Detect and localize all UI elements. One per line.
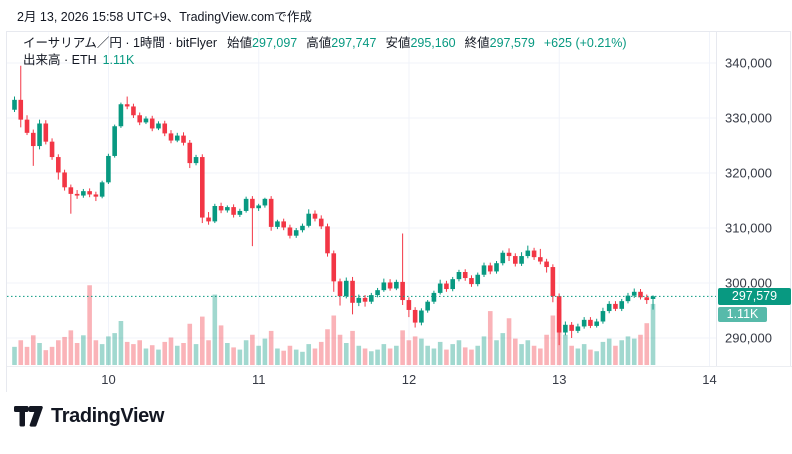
- price-tick-label: 310,000: [725, 220, 772, 236]
- legend-row-volume: 出来高 · ETH 1.11K: [23, 52, 627, 69]
- price-axis: 340,000 330,000 320,000 310,000 300,000 290,0…: [716, 32, 791, 393]
- price-tick-label: 320,000: [725, 165, 772, 181]
- snapshot-date: 2月 13, 2026 15:58 UTC+9、TradingView.comで…: [17, 10, 312, 24]
- open-value: 297,097: [252, 36, 298, 50]
- tradingview-logo[interactable]: TradingView: [14, 405, 164, 428]
- high-value: 297,747: [331, 36, 377, 50]
- time-tick-label: 10: [101, 372, 116, 387]
- chart-canvas[interactable]: [7, 32, 716, 366]
- time-tick-label: 12: [401, 372, 417, 387]
- open-label: 始値: [227, 36, 253, 50]
- symbol-title: イーサリアム／円 · 1時間 · bitFlyer: [23, 36, 218, 50]
- price-tick-label: 290,000: [725, 330, 772, 346]
- price-tick-label: 300,000: [725, 275, 772, 291]
- high-label: 高値: [306, 36, 332, 50]
- last-volume-badge: 1.11K: [718, 307, 767, 323]
- legend-row-symbol: イーサリアム／円 · 1時間 · bitFlyer 始値297,097 高値29…: [23, 35, 627, 52]
- volume-label: 出来高 · ETH: [23, 53, 97, 67]
- time-tick-label: 11: [252, 372, 266, 387]
- price-tick-label: 330,000: [725, 110, 772, 126]
- low-value: 295,160: [410, 36, 456, 50]
- chart-frame: イーサリアム／円 · 1時間 · bitFlyer 始値297,097 高値29…: [6, 31, 792, 393]
- time-tick-label: 14: [702, 372, 717, 387]
- close-label: 終値: [464, 36, 490, 50]
- tradingview-logo-icon: [14, 406, 43, 427]
- tradingview-logo-text: TradingView: [51, 405, 165, 427]
- chart-legend: イーサリアム／円 · 1時間 · bitFlyer 始値297,097 高値29…: [23, 35, 627, 69]
- close-value: 297,579: [489, 36, 535, 50]
- change-value: +625 (+0.21%): [543, 36, 627, 50]
- last-price-badge: 297,579: [718, 287, 791, 305]
- time-tick-label: 13: [552, 372, 567, 387]
- time-axis: 10 11 12 13 14: [7, 366, 792, 393]
- volume-value: 1.11K: [102, 53, 135, 67]
- low-label: 安値: [385, 36, 411, 50]
- price-tick-label: 340,000: [725, 55, 772, 71]
